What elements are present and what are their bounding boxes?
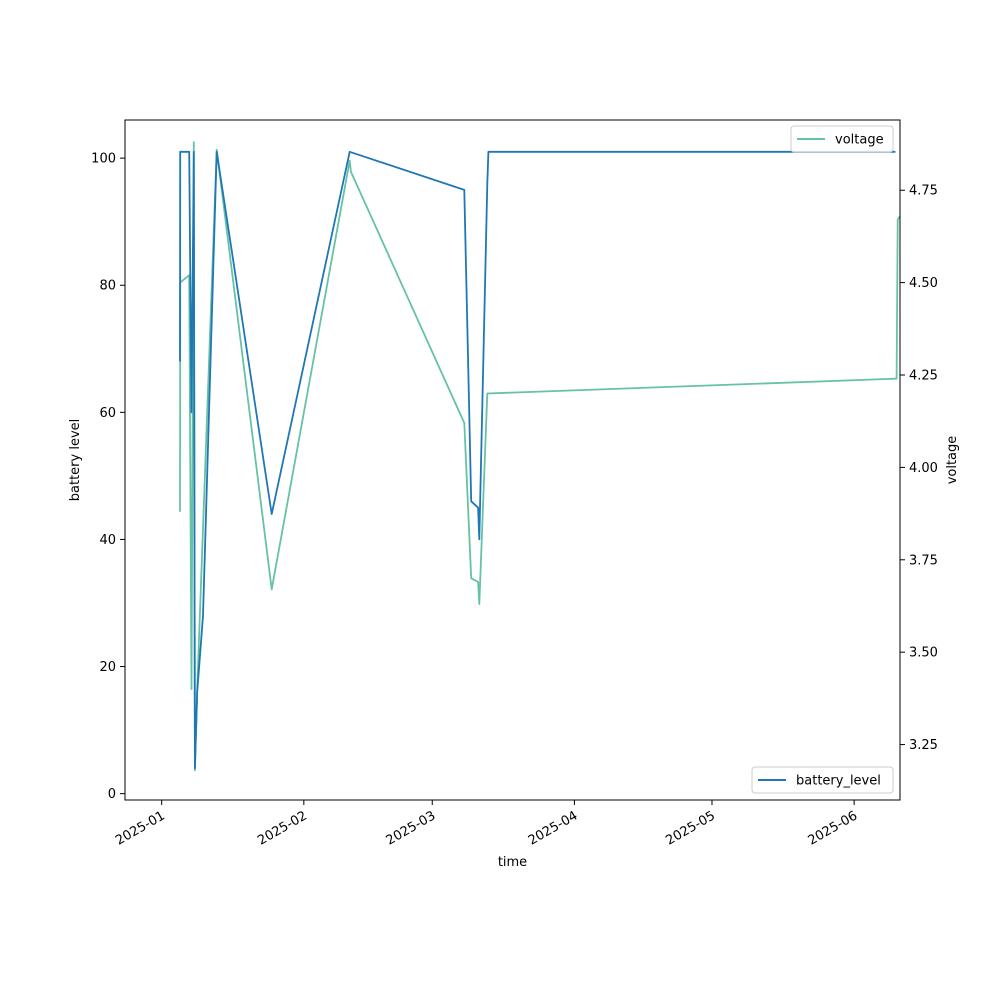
left-y-axis-ticks: 0 20 40 60 80 100 <box>91 152 125 802</box>
right-y-tick-label: 4.75 <box>909 184 938 199</box>
voltage-line <box>179 141 901 772</box>
left-y-tick-label: 20 <box>99 660 116 675</box>
right-y-tick-label: 3.25 <box>909 738 938 753</box>
left-y-tick-label: 100 <box>91 152 116 167</box>
left-y-tick-label: 40 <box>99 533 116 548</box>
right-y-tick-label: 4.25 <box>909 369 938 384</box>
right-y-tick-label: 3.50 <box>909 646 938 661</box>
legend-label: voltage <box>835 133 884 148</box>
left-y-tick-label: 60 <box>99 406 116 421</box>
battery-level-legend: battery_level <box>751 766 894 794</box>
right-y-axis-ticks: 3.25 3.50 3.75 4.00 4.25 4.50 4.75 <box>900 184 938 753</box>
left-y-tick-label: 0 <box>108 787 116 802</box>
left-y-axis-label: battery level <box>68 419 83 502</box>
right-y-tick-label: 4.50 <box>909 276 938 291</box>
right-y-tick-label: 4.00 <box>909 461 938 476</box>
legends: voltage battery_level <box>751 125 894 794</box>
voltage-legend: voltage <box>790 125 894 153</box>
legend-label: battery_level <box>796 774 881 789</box>
plot-area <box>124 119 901 801</box>
x-axis-label: time <box>498 855 527 870</box>
right-y-tick-label: 3.75 <box>909 553 938 568</box>
legend-box <box>790 125 894 153</box>
right-y-axis-label: voltage <box>945 436 960 485</box>
left-y-tick-label: 80 <box>99 279 116 294</box>
plot-frame <box>124 119 901 801</box>
battery-level-line <box>179 150 896 770</box>
legend-box <box>751 766 894 794</box>
